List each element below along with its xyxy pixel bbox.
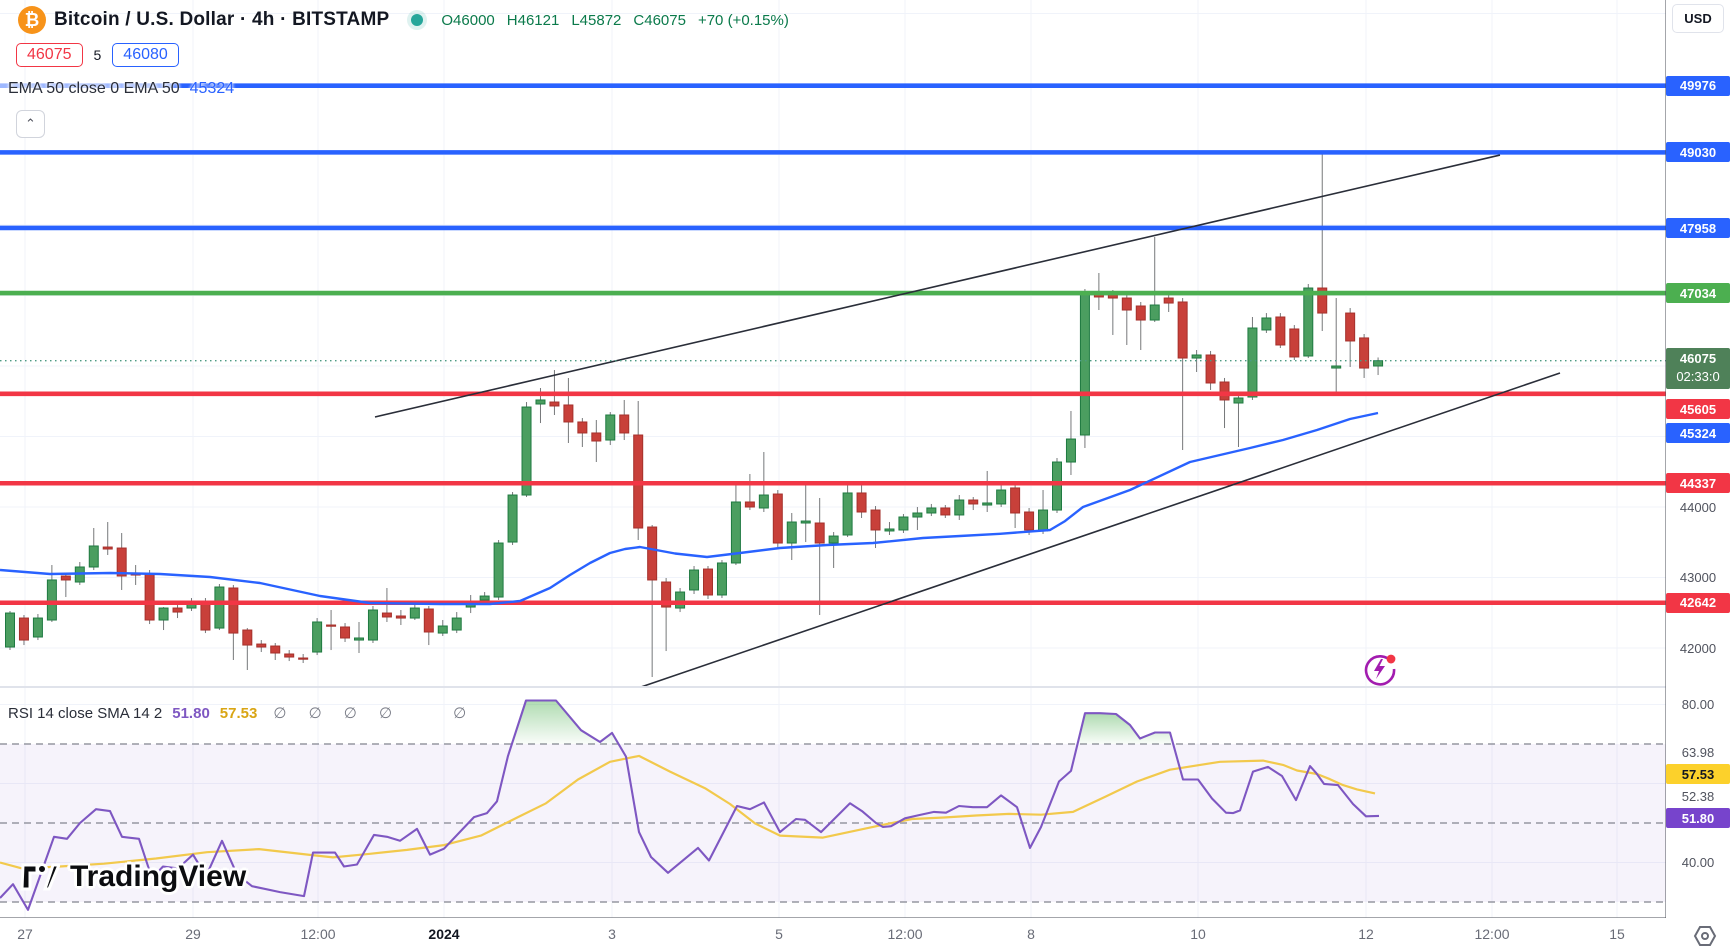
rsi-line[interactable] [0,699,1380,911]
price-axis-label: 44000 [1679,499,1717,515]
price-axis-label: 49030 [1666,142,1730,163]
time-axis-label: 15 [1609,926,1625,942]
price-axis-label: 47958 [1666,218,1730,238]
time-axis-label: 10 [1190,926,1206,942]
rsi-value: 51.80 [172,704,210,722]
rsi-overbought-fill [1077,713,1174,744]
price-axis-label: 43000 [1679,570,1717,585]
time-axis-label: 12:00 [1474,926,1510,942]
interval-label: 4h [252,9,275,30]
change-value: +70 (+0.15%) [697,11,789,29]
rsi-ma-value: 57.53 [219,704,258,722]
tradingview-logo-icon [20,863,60,891]
price-axis-label: 57.53 [1666,764,1730,784]
price-axis-label: 49976 [1666,75,1730,96]
price-axis-label: 44337 [1666,473,1730,494]
ohlc-values: O46000 H46121 L45872 C46075 +70 (+0.15%) [441,11,789,29]
exchange-label: BITSTAMP [292,9,390,30]
price-axis-label: 80.00 [1681,697,1715,712]
time-axis-label: 12 [1358,926,1374,942]
time-axis-label: 27 [17,926,33,942]
chevron-up-icon: ⌃ [25,116,36,131]
price-axis-label: 40.00 [1681,855,1715,870]
time-scale[interactable]: 27 29 12:00 2024 3 5 12:00 8 10 12 12:00 15 [0,918,1730,950]
buy-button[interactable]: 46080 [112,43,179,67]
time-axis-label: 5 [775,926,783,942]
rsi-legend[interactable]: RSI 14 close SMA 14 2 51.80 57.53 ∅ ∅ ∅ … [8,704,467,723]
time-axis-label: 2024 [428,926,460,942]
rsi-empty-value: ∅ [453,705,467,722]
rsi-ma-line[interactable] [0,754,1376,870]
price-axis-label: 42642 [1666,592,1730,613]
quote-row: 46075 5 46080 [16,41,179,69]
price-axis-label: 52.38 [1681,788,1715,804]
price-axis-label: 63.98 [1681,744,1715,760]
market-status-icon[interactable] [411,14,424,26]
collapse-pane-button[interactable]: ⌃ [16,110,45,138]
spread-value: 5 [93,47,102,63]
bitcoin-icon: ₿ [18,6,46,34]
trendline[interactable] [640,372,1561,688]
rsi-empty-values: ∅ ∅ ∅ ∅ [273,705,402,722]
lightning-icon[interactable] [1362,652,1396,686]
ema-value: 45324 [189,80,235,97]
trendline[interactable] [374,154,1501,418]
price-scale[interactable]: USD 49976 49030 47958 47034 45605 45324 44337 4… [1666,0,1730,918]
tradingview-wordmark: TradingView [70,860,247,893]
time-axis-label: 12:00 [887,926,923,942]
price-axis-label: 51.80 [1666,808,1730,828]
price-axis-label: 47034 [1666,283,1730,303]
rsi-overbought-fill [511,700,619,744]
time-axis-label: 8 [1027,926,1035,942]
tradingview-logo[interactable]: TradingView [20,857,246,897]
ema-legend[interactable]: EMA 50 close 0 EMA 50 45324 [8,80,235,97]
currency-button[interactable]: USD [1672,4,1724,33]
current-price-label: 46075 02:33:0 [1666,347,1730,389]
price-axis-label: 45605 [1666,399,1730,419]
time-axis-label: 29 [185,926,201,942]
line-overlay [0,82,172,89]
price-axis-label: 45324 [1666,423,1730,443]
timezone-settings-icon[interactable] [1692,924,1718,948]
sell-button[interactable]: 46075 [16,43,83,67]
ema-line[interactable] [0,411,1379,606]
time-axis-label: 3 [608,926,616,942]
symbol-title[interactable]: Bitcoin / U.S. Dollar · 4h · BITSTAMP [54,9,390,30]
price-axis-label: 42000 [1679,640,1717,656]
symbol-row: ₿ Bitcoin / U.S. Dollar · 4h · BITSTAMP … [18,5,789,35]
time-axis-label: 12:00 [300,926,336,942]
